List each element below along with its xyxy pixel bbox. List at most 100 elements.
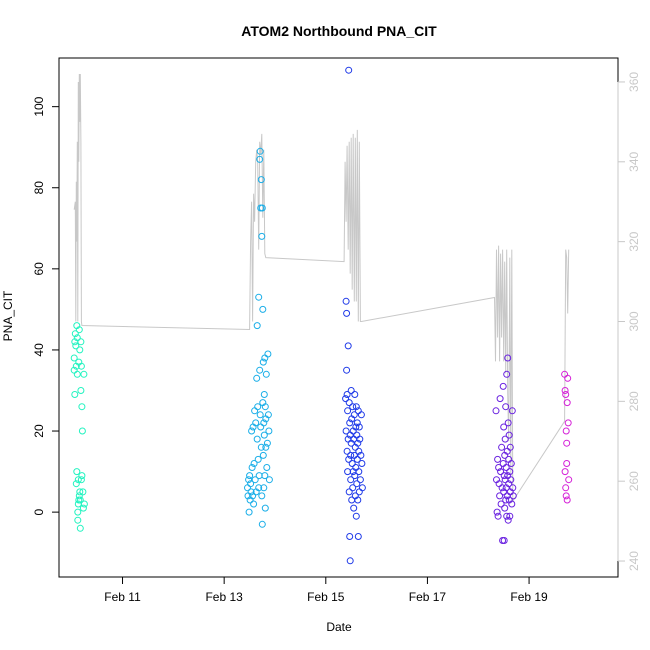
data-point-series-2 [260, 484, 268, 492]
data-point-series-1 [76, 346, 84, 354]
data-point-series-1 [72, 480, 80, 488]
data-point-series-2 [257, 423, 265, 431]
data-point-series-3 [345, 455, 353, 463]
data-point-series-4 [494, 512, 502, 520]
data-point-series-4 [505, 480, 513, 488]
data-point-series-2 [261, 403, 269, 411]
data-point-series-2 [259, 358, 267, 366]
x-tick-label: Feb 15 [307, 590, 345, 604]
data-point-series-1 [74, 476, 82, 484]
y2-axis: 240 260 280 300 320 340 360 [617, 72, 641, 571]
data-point-series-3 [353, 431, 361, 439]
data-point-series-2 [258, 492, 266, 500]
data-point-series-2 [248, 464, 256, 471]
data-point-series-1 [77, 387, 85, 394]
data-point-series-2 [256, 155, 264, 163]
data-point-series-2 [254, 403, 262, 411]
y-tick-label: 0 [32, 508, 46, 515]
data-point-series-1 [79, 488, 87, 496]
y2-tick-label: 300 [627, 311, 641, 331]
data-point-series-1 [73, 370, 81, 378]
data-point-series-4 [495, 464, 503, 471]
secondary-line-series [73, 73, 570, 503]
data-point-series-4 [497, 500, 505, 508]
data-point-series-1 [80, 500, 88, 508]
data-point-series-3 [350, 504, 358, 512]
y-axis: 0 20 40 60 80 100 [32, 96, 60, 515]
data-point-series-2 [254, 455, 262, 463]
data-point-series-5 [562, 427, 570, 435]
data-point-series-3 [348, 460, 356, 467]
data-point-series-3 [352, 423, 360, 431]
data-point-series-3 [358, 460, 366, 467]
data-point-series-2 [253, 374, 261, 382]
data-point-series-2 [250, 500, 258, 508]
y2-tick-label: 360 [627, 72, 641, 92]
data-point-series-1 [72, 342, 80, 350]
data-point-series-4 [506, 443, 514, 451]
data-point-series-2 [248, 427, 256, 435]
data-point-series-3 [343, 447, 351, 455]
data-point-series-2 [259, 451, 267, 459]
data-point-series-2 [262, 370, 270, 378]
data-point-series-2 [247, 480, 255, 488]
data-point-series-5 [564, 374, 572, 382]
data-point-series-3 [345, 399, 353, 407]
data-point-series-4 [506, 468, 514, 476]
data-point-series-2 [262, 443, 270, 451]
data-point-series-3 [353, 480, 361, 488]
data-point-series-5 [561, 468, 569, 476]
data-point-series-2 [256, 411, 264, 419]
y2-tick-label: 260 [627, 471, 641, 491]
line-series-group [73, 73, 570, 503]
data-point-series-3 [342, 395, 350, 403]
data-point-series-3 [357, 411, 365, 419]
data-point-series-4 [500, 423, 508, 431]
data-point-series-2 [263, 464, 271, 471]
data-point-series-4 [492, 407, 500, 415]
data-point-series-4 [499, 460, 507, 467]
data-point-series-2 [251, 476, 259, 484]
data-point-series-5 [563, 496, 571, 504]
data-point-series-2 [263, 439, 271, 447]
data-point-series-1 [75, 326, 83, 334]
data-point-series-5 [563, 460, 571, 467]
data-point-series-1 [75, 492, 83, 500]
data-point-series-5 [561, 387, 569, 394]
data-point-series-5 [564, 419, 572, 427]
data-point-series-3 [347, 387, 355, 394]
data-point-series-4 [498, 484, 506, 492]
data-point-series-4 [507, 476, 515, 484]
data-point-series-2 [256, 147, 264, 155]
data-point-series-1 [78, 403, 86, 411]
data-point-series-4 [504, 419, 512, 427]
data-point-series-1 [76, 524, 84, 532]
data-point-series-2 [261, 472, 269, 480]
data-point-series-3 [345, 488, 353, 496]
data-point-series-5 [562, 492, 570, 500]
data-point-series-2 [257, 443, 265, 451]
data-point-series-4 [504, 516, 512, 524]
data-point-series-3 [347, 451, 355, 459]
data-point-series-3 [355, 488, 363, 496]
data-point-series-3 [350, 411, 358, 419]
data-point-series-3 [351, 472, 359, 480]
data-point-series-4 [493, 508, 501, 516]
data-point-series-3 [347, 476, 355, 484]
data-point-series-2 [260, 391, 268, 398]
data-point-series-3 [352, 512, 360, 520]
data-point-series-2 [245, 476, 253, 484]
data-point-series-3 [343, 309, 351, 317]
data-point-series-3 [352, 403, 360, 411]
data-point-series-2 [247, 488, 255, 496]
data-point-series-4 [503, 370, 511, 378]
x-axis-label: Date [326, 620, 352, 634]
data-point-series-4 [496, 395, 504, 403]
x-tick-label: Feb 19 [510, 590, 548, 604]
x-axis: Feb 11 Feb 13 Feb 15 Feb 17 Feb 19 [104, 576, 548, 604]
data-point-series-1 [80, 370, 88, 378]
data-point-series-2 [258, 232, 266, 240]
data-point-series-1 [78, 427, 86, 435]
data-point-series-3 [355, 447, 363, 455]
data-point-series-3 [349, 484, 357, 492]
